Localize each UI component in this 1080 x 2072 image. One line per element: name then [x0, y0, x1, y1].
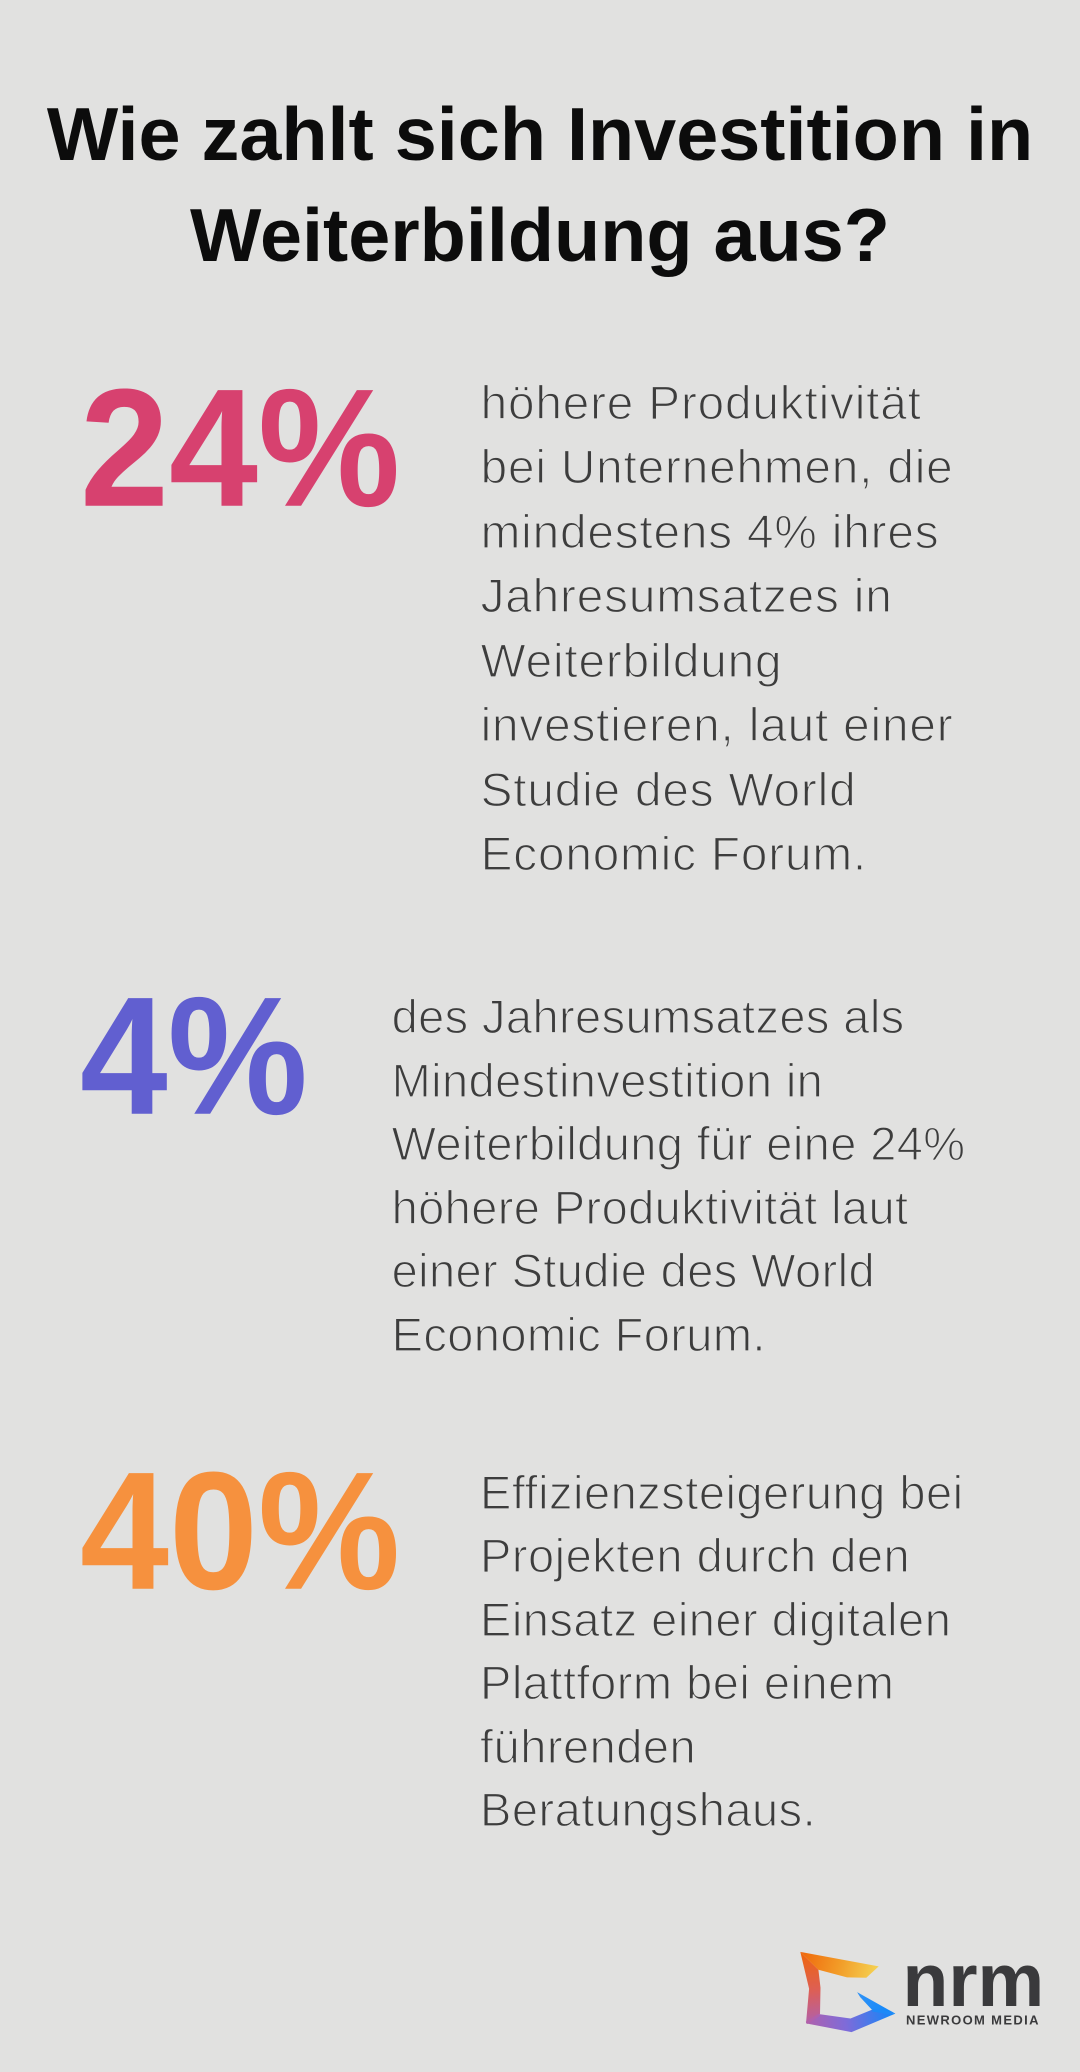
svg-text:NEWROOM MEDIA: NEWROOM MEDIA: [906, 2013, 1040, 2028]
svg-text:nrm: nrm: [903, 1945, 1045, 2022]
